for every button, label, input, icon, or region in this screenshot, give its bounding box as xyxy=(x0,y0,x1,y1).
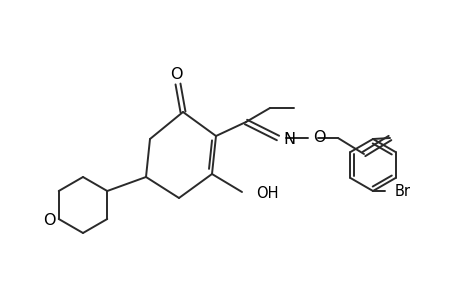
Text: Br: Br xyxy=(394,184,410,199)
Text: O: O xyxy=(169,67,182,82)
Text: O: O xyxy=(312,130,325,146)
Text: N: N xyxy=(282,131,295,146)
Text: O: O xyxy=(44,214,56,229)
Text: OH: OH xyxy=(256,187,278,202)
